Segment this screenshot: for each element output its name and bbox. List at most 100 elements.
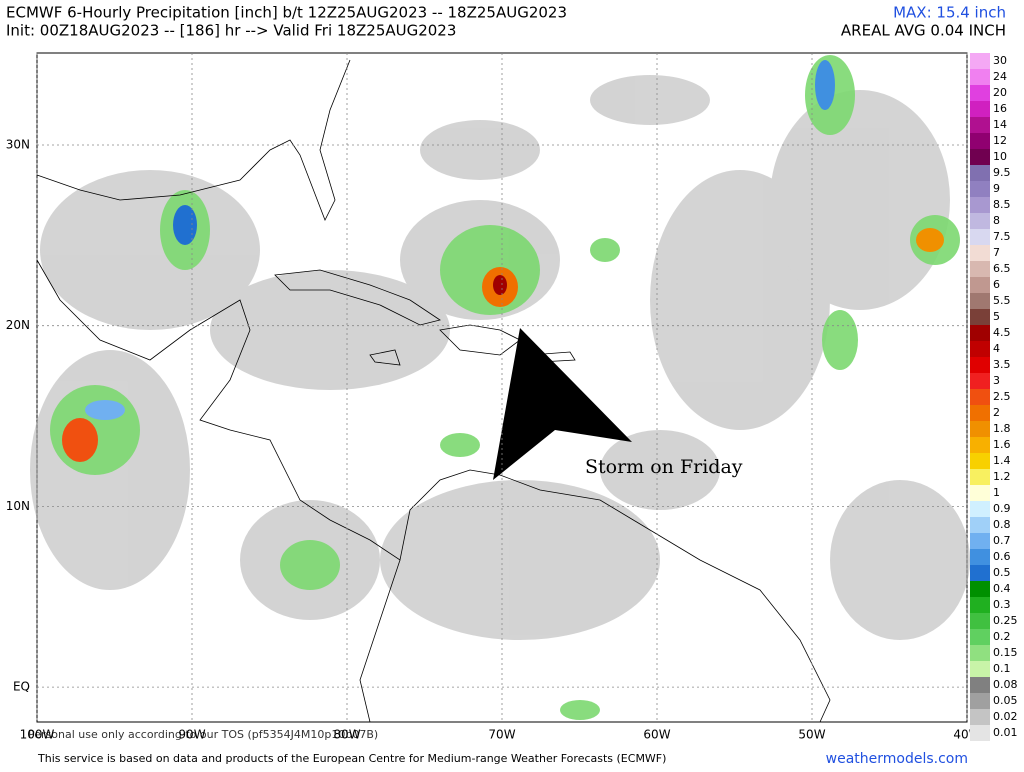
colorbar-cell — [970, 293, 990, 309]
colorbar-label: 0.7 — [993, 534, 1011, 547]
colorbar-cell — [970, 325, 990, 341]
colorbar-label: 5 — [993, 310, 1000, 323]
colorbar-label: 9 — [993, 182, 1000, 195]
lon-label: 60W — [643, 728, 670, 742]
colorbar-cell — [970, 245, 990, 261]
colorbar-label: 0.25 — [993, 614, 1018, 627]
colorbar-cell — [970, 469, 990, 485]
lon-labels: 100W 90W 80W 70W 60W 50W 40W — [20, 53, 981, 742]
colorbar-cell — [970, 357, 990, 373]
colorbar-cell — [970, 533, 990, 549]
colorbar-cell — [970, 501, 990, 517]
storm-arrow — [493, 328, 632, 480]
annotation: Storm on Friday — [585, 456, 743, 478]
lat-label: EQ — [13, 680, 30, 694]
colorbar-label: 4 — [993, 342, 1000, 355]
colorbar-cell — [970, 229, 990, 245]
colorbar-label: 0.02 — [993, 710, 1018, 723]
colorbar-label: 12 — [993, 134, 1007, 147]
colorbar-cell — [970, 389, 990, 405]
colorbar-label: 0.1 — [993, 662, 1011, 675]
colorbar-label: 0.5 — [993, 566, 1011, 579]
colorbar-label: 0.9 — [993, 502, 1011, 515]
colorbar-label: 0.6 — [993, 550, 1011, 563]
colorbar-label: 6.5 — [993, 262, 1011, 275]
colorbar-cell — [970, 437, 990, 453]
lon-label: 70W — [488, 728, 515, 742]
colorbar-cell — [970, 709, 990, 725]
areal-average: AREAL AVG 0.04 INCH — [841, 22, 1006, 40]
colorbar-cell — [970, 613, 990, 629]
colorbar-cell — [970, 277, 990, 293]
colorbar-cell — [970, 517, 990, 533]
colorbar-label: 0.01 — [993, 726, 1018, 739]
colorbar-label: 0.2 — [993, 630, 1011, 643]
colorbar-label: 9.5 — [993, 166, 1011, 179]
colorbar-cell — [970, 53, 990, 69]
colorbar-cell — [970, 549, 990, 565]
watermark: Personal use only according to our TOS (… — [28, 728, 378, 741]
colorbar-label: 0.3 — [993, 598, 1011, 611]
colorbar-cell — [970, 165, 990, 181]
colorbar-cell — [970, 693, 990, 709]
colorbar-cell — [970, 565, 990, 581]
colorbar-cell — [970, 373, 990, 389]
colorbar-cell — [970, 101, 990, 117]
colorbar-cell — [970, 133, 990, 149]
colorbar-label: 8 — [993, 214, 1000, 227]
credit: This service is based on data and produc… — [37, 752, 666, 765]
colorbar-label: 14 — [993, 118, 1007, 131]
lat-label: 20N — [6, 318, 30, 332]
colorbar-cell — [970, 661, 990, 677]
lon-label: 80W — [333, 728, 360, 742]
lon-label: 50W — [798, 728, 825, 742]
colorbar: 302420161412109.598.587.576.565.554.543.… — [970, 53, 1018, 741]
colorbar-label: 8.5 — [993, 198, 1011, 211]
colorbar-cell — [970, 181, 990, 197]
colorbar-cell — [970, 309, 990, 325]
colorbar-cell — [970, 85, 990, 101]
colorbar-cell — [970, 117, 990, 133]
subtitle: Init: 00Z18AUG2023 -- [186] hr --> Valid… — [6, 22, 456, 40]
colorbar-label: 3 — [993, 374, 1000, 387]
site-link[interactable]: weathermodels.com — [826, 751, 968, 767]
lat-label: 10N — [6, 499, 30, 513]
colorbar-label: 0.8 — [993, 518, 1011, 531]
colorbar-label: 0.05 — [993, 694, 1018, 707]
colorbar-label: 2 — [993, 406, 1000, 419]
colorbar-cell — [970, 725, 990, 741]
colorbar-label: 1.6 — [993, 438, 1011, 451]
colorbar-label: 20 — [993, 86, 1007, 99]
colorbar-cell — [970, 581, 990, 597]
colorbar-label: 1.2 — [993, 470, 1011, 483]
colorbar-cell — [970, 149, 990, 165]
title: ECMWF 6-Hourly Precipitation [inch] b/t … — [6, 4, 567, 22]
colorbar-cell — [970, 213, 990, 229]
colorbar-cell — [970, 485, 990, 501]
map-area: Storm on Friday Personal use only accord… — [28, 52, 970, 741]
max-value: MAX: 15.4 inch — [893, 4, 1006, 22]
colorbar-label: 7 — [993, 246, 1000, 259]
colorbar-cell — [970, 405, 990, 421]
colorbar-label: 6 — [993, 278, 1000, 291]
colorbar-label: 7.5 — [993, 230, 1011, 243]
lon-label: 100W — [20, 728, 55, 742]
colorbar-cell — [970, 197, 990, 213]
colorbar-label: 10 — [993, 150, 1007, 163]
colorbar-label: 0.4 — [993, 582, 1011, 595]
colorbar-label: 5.5 — [993, 294, 1011, 307]
colorbar-label: 2.5 — [993, 390, 1011, 403]
colorbar-cell — [970, 341, 990, 357]
precip-heavy — [62, 60, 944, 462]
colorbar-cell — [970, 69, 990, 85]
colorbar-cell — [970, 421, 990, 437]
colorbar-label: 1.4 — [993, 454, 1011, 467]
lat-label: 30N — [6, 138, 30, 152]
lon-label: 90W — [178, 728, 205, 742]
colorbar-cell — [970, 677, 990, 693]
colorbar-cell — [970, 453, 990, 469]
colorbar-label: 1.8 — [993, 422, 1011, 435]
colorbar-label: 0.08 — [993, 678, 1018, 691]
